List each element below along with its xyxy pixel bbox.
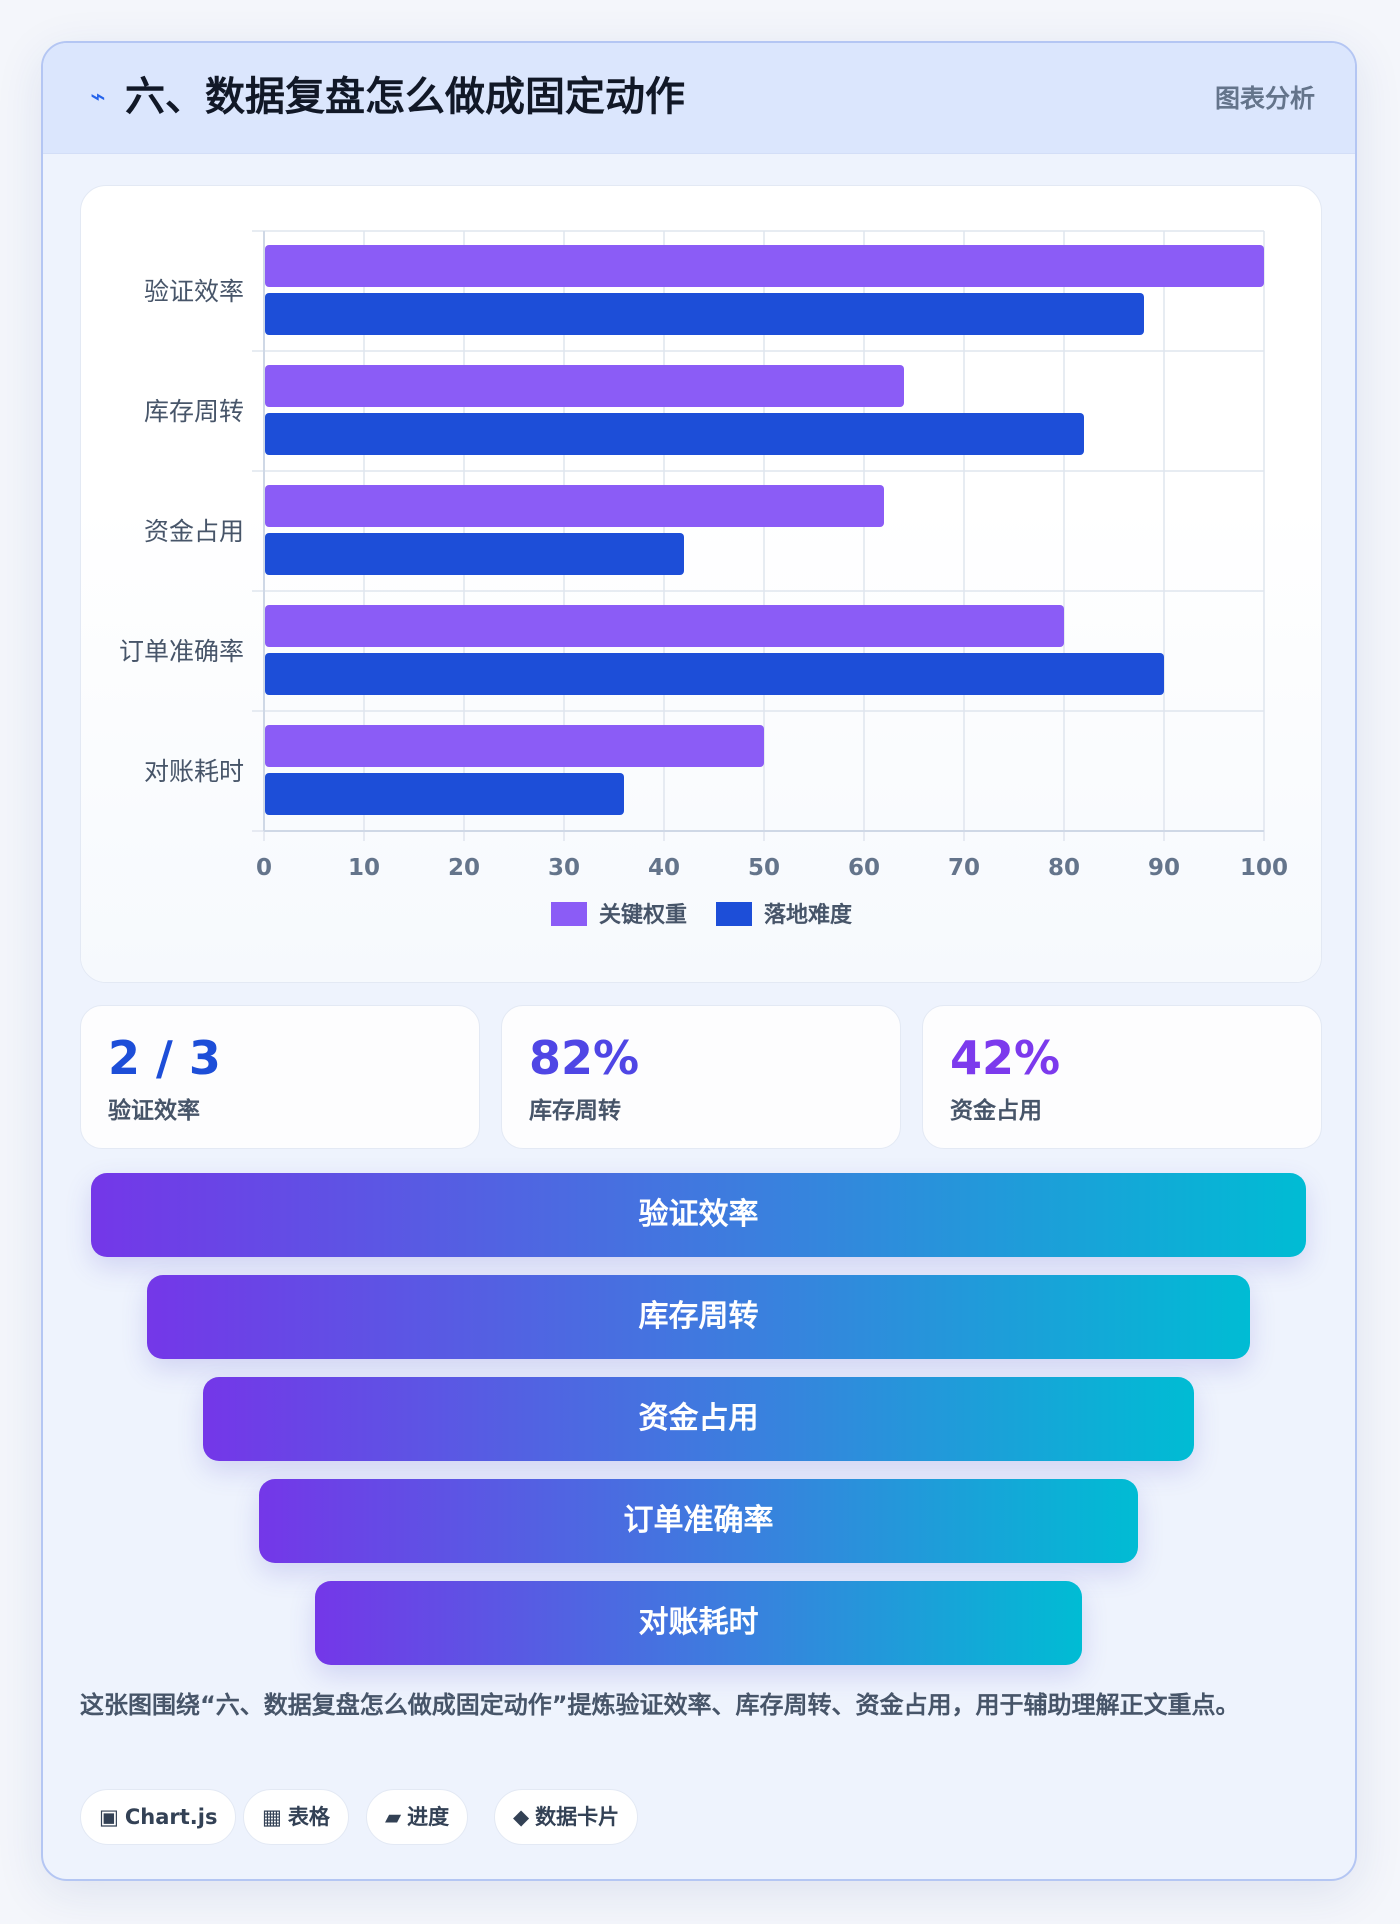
card-header: ⌁ 六、数据复盘怎么做成固定动作 图表分析 [43,43,1355,154]
stat-label: 库存周转 [529,1098,621,1124]
tag-data-card[interactable]: ◆ 数据卡片 [494,1789,639,1845]
x-tick-label: 20 [448,855,480,881]
stat-card-3: 42% 资金占用 [922,1005,1322,1149]
stat-label: 验证效率 [108,1098,200,1124]
stat-value: 42% [950,1031,1061,1085]
tag-label: Chart.js [124,1805,218,1829]
funnel-step-label: 库存周转 [638,1299,759,1334]
funnel-step-3: 资金占用 [203,1377,1194,1461]
x-tick-label: 100 [1240,855,1288,881]
bar-series-2 [265,293,1144,335]
progress-bar-icon: ▰ [385,1805,402,1829]
bar-series-1 [265,245,1264,287]
page-title: 六、数据复盘怎么做成固定动作 [125,74,685,120]
diamond-icon: ◆ [513,1805,530,1829]
y-tick-label: 对账耗时 [144,757,244,786]
bar-chart-panel: 验证效率库存周转资金占用订单准确率对账耗时 0 10 20 30 40 50 60 70 80 90… [80,185,1322,983]
tag-table[interactable]: ▦ 表格 [243,1789,349,1845]
lightning-icon: ⌁ [90,82,106,112]
bar-series-1 [265,485,884,527]
x-tick-label: 30 [548,855,580,881]
tag-label: 数据卡片 [535,1805,620,1829]
chart-card: ⌁ 六、数据复盘怎么做成固定动作 图表分析 验证效率 库存周转 资金占用 订单准确率对… [41,41,1357,1881]
x-tick-label: 80 [1048,855,1080,881]
tag-progress[interactable]: ▰ 进度 [366,1789,469,1845]
tag-chartjs[interactable]: ▣ Chart.js [80,1789,237,1845]
y-tick-label: 库存周转 [144,397,244,426]
bar-series-1 [265,605,1064,647]
y-tick-label: 验证效率 [144,277,244,306]
x-tick-label: 0 [256,855,272,881]
tag-label: 表格 [287,1805,330,1829]
x-tick-label: 70 [948,855,980,881]
bar-series-1 [265,725,764,767]
legend-label: 关键权重 [599,902,687,928]
x-tick-label: 10 [348,855,380,881]
funnel-step-label: 对账耗时 [638,1605,759,1640]
x-tick-label: 90 [1148,855,1180,881]
bar-series-2 [265,413,1084,455]
funnel-step-label: 验证效率 [638,1197,759,1232]
stat-value: 82% [529,1031,640,1085]
grid-icon: ▦ [262,1805,282,1829]
y-tick-label: 订单准确率 [119,637,244,666]
x-tick-label: 50 [748,855,780,881]
bar-series-2 [265,653,1164,695]
stat-card-2: 82% 库存周转 [501,1005,901,1149]
bar-series-2 [265,773,624,815]
stat-label: 资金占用 [950,1098,1042,1124]
bar-series-1 [265,365,904,407]
bar-series-2 [265,533,684,575]
funnel-step-4: 订单准确率 [259,1479,1138,1563]
funnel-step-5: 对账耗时 [315,1581,1082,1665]
funnel-step-label: 订单准确率 [623,1503,774,1538]
legend-swatch [716,902,752,926]
y-tick-label: 资金占用 [144,517,244,546]
chart-caption: 这张图围绕“六、数据复盘怎么做成固定动作”提炼验证效率、库存周转、资金占用，用于… [80,1691,1240,1719]
tag-label: 进度 [407,1805,450,1829]
funnel-step-2: 库存周转 [147,1275,1250,1359]
square-icon: ▣ [99,1805,119,1829]
funnel-step-label: 资金占用 [638,1401,759,1436]
stat-card-1: 2 / 3 验证效率 [80,1005,480,1149]
stat-cards: 2 / 3 验证效率 82% 库存周转 42% 资金占用 [80,1005,1322,1149]
stat-value: 2 / 3 [108,1031,221,1085]
x-tick-label: 40 [648,855,680,881]
chart-type-badge: 图表分析 [1214,84,1315,113]
x-tick-label: 60 [848,855,880,881]
legend-label: 落地难度 [764,902,853,928]
funnel-step-1: 验证效率 [91,1173,1306,1257]
legend-swatch [551,902,587,926]
